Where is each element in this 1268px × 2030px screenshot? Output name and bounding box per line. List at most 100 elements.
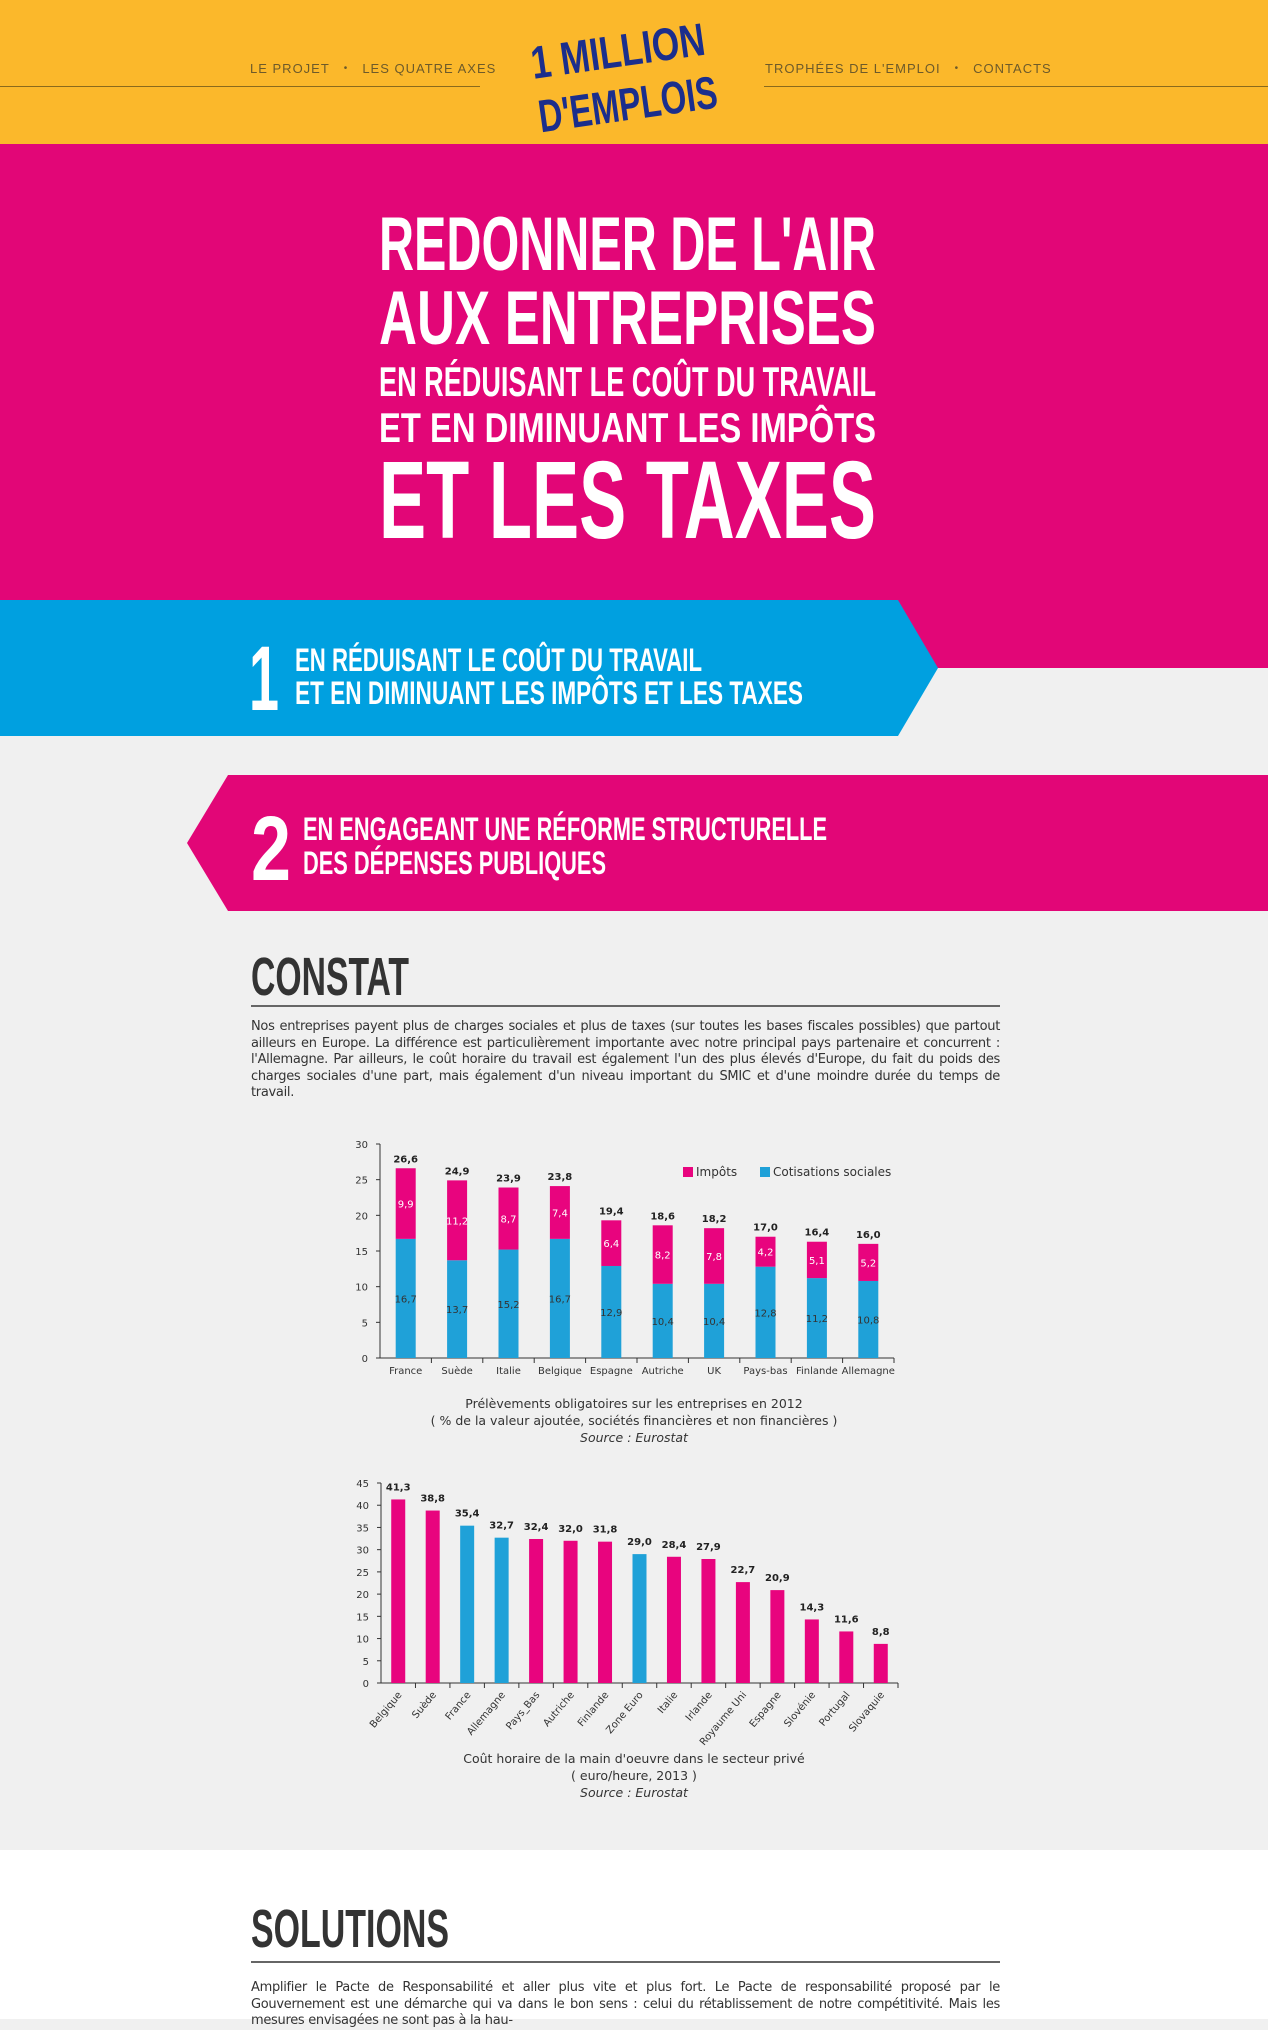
bar-segment	[498, 1249, 519, 1358]
x-tick-label: Espagne	[748, 1690, 784, 1730]
nav-divider-right	[764, 86, 1268, 87]
bar-value-label: 11,2	[446, 1216, 468, 1227]
bar-value-label: 29,0	[627, 1537, 652, 1548]
chart-1-caption-line-1: Prélèvements obligatoires sur les entrep…	[465, 1396, 803, 1411]
y-tick-label: 15	[355, 1247, 368, 1258]
x-tick-label: Pays_Bas	[504, 1690, 542, 1732]
bar-value-label: 16,7	[549, 1294, 571, 1305]
y-tick-label: 5	[362, 1318, 368, 1329]
axe-1-arrow-shape	[0, 600, 938, 736]
bar-value-label: 8,2	[655, 1251, 671, 1262]
bar-total-label: 18,2	[702, 1214, 727, 1225]
x-tick-label: Portugal	[818, 1690, 853, 1729]
hero-line-3: EN RÉDUISANT LE COÛT DU TRAVAIL	[379, 357, 876, 405]
y-tick-label: 0	[362, 1354, 368, 1365]
bar-value-label: 10,8	[857, 1315, 879, 1326]
bar-total-label: 26,6	[393, 1154, 418, 1165]
bar-total-label: 23,9	[496, 1174, 521, 1185]
bar-segment	[601, 1220, 622, 1266]
bar	[494, 1537, 509, 1683]
constat-paragraph: Nos entreprises payent plus de charges s…	[251, 1019, 1000, 1100]
bar-value-label: 7,8	[706, 1252, 722, 1263]
bar-segment	[806, 1241, 827, 1279]
chart-2-caption-line-1: Coût horaire de la main d'oeuvre dans le…	[463, 1751, 805, 1766]
site-logo[interactable]: 1 MILLION D'EMPLOIS	[525, 8, 725, 133]
bar-segment	[652, 1283, 673, 1358]
solutions-title: SOLUTIONS	[251, 1899, 449, 1955]
nav-link-contacts[interactable]: CONTACTS	[973, 61, 1052, 76]
nav-link-le-projet[interactable]: LE PROJET	[250, 61, 330, 76]
y-tick-label: 25	[356, 1568, 369, 1579]
x-tick-label: Italie	[656, 1690, 680, 1716]
nav-left: LE PROJET • LES QUATRE AXES	[250, 61, 496, 76]
x-tick-label: Belgique	[538, 1366, 582, 1377]
bar-segment	[858, 1280, 879, 1358]
chart-2-caption: Coût horaire de la main d'oeuvre dans le…	[0, 1750, 1268, 1801]
bar	[666, 1556, 681, 1683]
axe-2-banner[interactable]: 2 EN ENGAGEANT UNE RÉFORME STRUCTURELLE …	[0, 775, 1268, 912]
nav-separator: •	[954, 63, 960, 74]
nav-link-les-quatre-axes[interactable]: LES QUATRE AXES	[362, 61, 497, 76]
nav-divider-left	[0, 86, 480, 87]
bar-value-label: 6,4	[603, 1239, 619, 1250]
y-tick-label: 0	[363, 1679, 369, 1690]
bar-value-label: 5,2	[860, 1258, 876, 1269]
y-tick-label: 10	[356, 1635, 369, 1646]
bar-value-label: 9,9	[398, 1200, 414, 1211]
bar-value-label: 7,4	[552, 1208, 568, 1219]
y-tick-label: 15	[356, 1612, 369, 1623]
bar-value-label: 13,7	[446, 1305, 468, 1316]
chart-2-caption-line-2: ( euro/heure, 2013 )	[571, 1768, 697, 1783]
x-tick-label: Autriche	[642, 1366, 684, 1377]
chart-prelevements: 0 5 10 15 20 25 30 16,7 9,9 26,6 France 13,7 11,2 24,…	[355, 1140, 895, 1377]
bar	[598, 1541, 613, 1683]
bar-segment	[395, 1238, 416, 1358]
x-tick-label: Pays-bas	[743, 1366, 787, 1377]
hero-line-4: ET EN DIMINUANT LES IMPÔTS	[379, 403, 876, 451]
chart-cout-horaire: 0 5 10 15 20 25 30 35 40 45 41,3 Belgique 38,8 Suède 3…	[356, 1479, 899, 1748]
bar-value-label: 15,2	[497, 1300, 519, 1311]
y-tick-label: 40	[356, 1501, 369, 1512]
x-tick-label: Slovaquie	[847, 1690, 887, 1735]
bar-value-label: 11,6	[834, 1614, 859, 1625]
bar-segment	[755, 1236, 776, 1267]
nav-link-trophees[interactable]: TROPHÉES DE L'EMPLOI	[765, 61, 941, 76]
constat-title: CONSTAT	[251, 947, 409, 1005]
x-tick-label: France	[389, 1366, 422, 1377]
bar-total-label: 18,6	[650, 1211, 675, 1222]
solutions-title-text: SOLUTIONS	[251, 1899, 449, 1955]
bar-value-label: 8,8	[872, 1627, 890, 1638]
bar	[563, 1540, 578, 1683]
solutions-paragraph: Amplifier le Pacte de Responsabilité et …	[251, 1980, 1000, 2028]
y-tick-label: 25	[355, 1176, 368, 1187]
x-tick-label: Suède	[410, 1689, 439, 1721]
bar-value-label: 8,7	[501, 1215, 517, 1226]
x-tick-label: UK	[707, 1366, 721, 1377]
bar-value-label: 5,1	[809, 1256, 825, 1267]
bar-segment	[704, 1283, 725, 1358]
bar	[460, 1525, 475, 1683]
bar-segment	[601, 1265, 622, 1358]
bar-value-label: 32,4	[524, 1522, 549, 1533]
constat-title-text: CONSTAT	[251, 947, 409, 1005]
x-tick-label: France	[444, 1690, 474, 1723]
constat-divider	[251, 1005, 1000, 1007]
axe-1-number: 1	[249, 628, 279, 730]
bar-value-label: 32,0	[558, 1524, 583, 1535]
chart-1-caption: Prélèvements obligatoires sur les entrep…	[0, 1395, 1268, 1446]
chart-1-source: Source : Eurostat	[580, 1430, 688, 1445]
x-tick-label: Slovénie	[782, 1689, 819, 1729]
solutions-section	[0, 1850, 1268, 2019]
bar	[701, 1559, 716, 1683]
bar-value-label: 31,8	[593, 1525, 618, 1536]
bar-value-label: 4,2	[758, 1248, 774, 1259]
chart-1-caption-line-2: ( % de la valeur ajoutée, sociétés finan…	[430, 1413, 838, 1428]
y-tick-label: 20	[356, 1590, 369, 1601]
bar-segment	[549, 1238, 570, 1358]
bar-value-label: 10,4	[703, 1317, 725, 1328]
axe-2-line-2: DES DÉPENSES PUBLIQUES	[303, 845, 606, 881]
chart-2-source: Source : Eurostat	[580, 1785, 688, 1800]
bar-segment	[395, 1168, 416, 1239]
bar	[632, 1554, 647, 1683]
axe-1-banner[interactable]: 1 EN RÉDUISANT LE COÛT DU TRAVAIL ET EN …	[0, 600, 1268, 740]
